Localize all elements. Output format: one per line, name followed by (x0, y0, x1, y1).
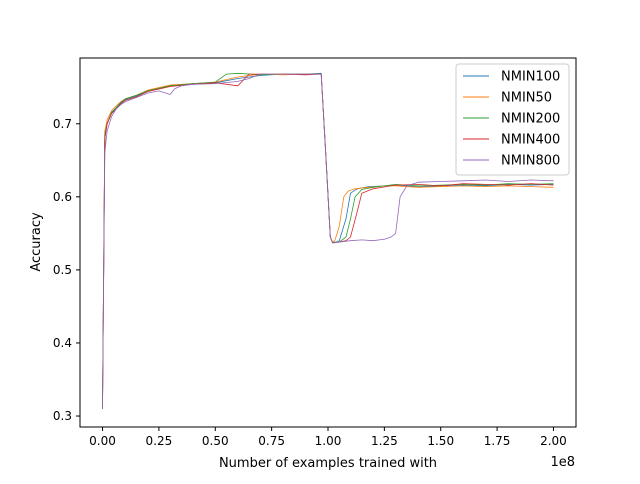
legend-label: NMIN200 (501, 112, 560, 127)
x-axis-label: Number of examples trained with (219, 456, 437, 471)
y-tick-label: 0.4 (53, 336, 72, 350)
legend-box (455, 63, 570, 176)
y-axis-ticks: 0.3 0.4 0.5 0.6 0.7 (53, 117, 80, 423)
y-tick-label: 0.3 (53, 409, 72, 423)
plot-lines (102, 72, 554, 409)
x-tick-label: 2.00 (540, 434, 567, 448)
y-tick-label: 0.5 (53, 263, 72, 277)
x-tick-label: 0.00 (89, 434, 116, 448)
legend: NMIN100 NMIN50 NMIN200 NMIN400 NMIN800 (455, 63, 570, 176)
x-axis-offset-label: 1e8 (550, 455, 575, 470)
series-line-nmin800 (102, 73, 554, 409)
x-tick-label: 1.75 (484, 434, 511, 448)
x-tick-label: 0.75 (258, 434, 285, 448)
x-tick-label: 1.00 (315, 434, 342, 448)
y-axis-label: Accuracy (29, 212, 44, 272)
x-tick-label: 0.50 (202, 434, 229, 448)
x-tick-label: 0.25 (146, 434, 173, 448)
x-axis-ticks: 0.00 0.25 0.50 0.75 1.00 1.25 1.50 1.75 2.00 (89, 427, 567, 448)
legend-label: NMIN400 (501, 133, 560, 148)
legend-label: NMIN100 (501, 70, 560, 85)
x-tick-label: 1.50 (427, 434, 454, 448)
y-tick-label: 0.6 (53, 190, 72, 204)
legend-label: NMIN50 (501, 91, 552, 106)
y-tick-label: 0.7 (53, 117, 72, 131)
legend-label: NMIN800 (501, 154, 560, 169)
x-tick-label: 1.25 (371, 434, 398, 448)
